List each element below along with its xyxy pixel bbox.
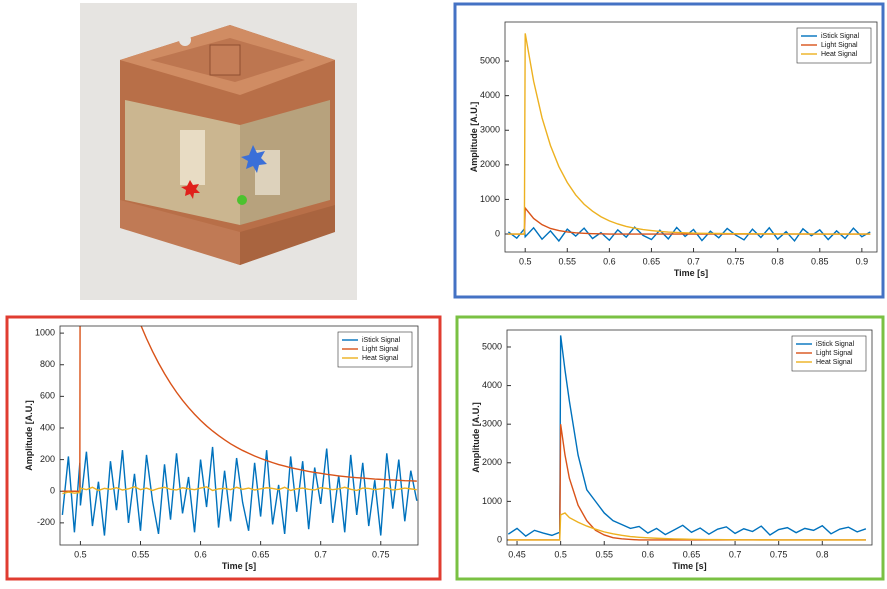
- x-tick-label: 0.8: [816, 549, 829, 559]
- legend-label: Heat Signal: [821, 51, 858, 58]
- y-tick-label: 1000: [35, 327, 55, 337]
- y-tick-label: 5000: [482, 341, 502, 351]
- legend-label: iStick Signal: [362, 337, 401, 344]
- legend-label: Light Signal: [362, 346, 399, 353]
- series-line: [508, 512, 866, 541]
- y-axis-label: Amplitude [A.U.]: [24, 400, 34, 471]
- series-line: [62, 486, 417, 495]
- x-tick-label: 0.75: [727, 256, 745, 266]
- y-tick-label: 5000: [480, 55, 500, 65]
- y-tick-label: 400: [40, 422, 55, 432]
- series-line: [507, 335, 867, 538]
- y-tick-label: 0: [497, 534, 502, 544]
- x-tick-label: 0.65: [683, 549, 701, 559]
- x-tick-label: 0.85: [811, 256, 829, 266]
- x-tick-label: 0.5: [554, 549, 567, 559]
- legend-label: iStick Signal: [816, 341, 855, 348]
- y-tick-label: 0: [50, 486, 55, 496]
- legend-label: Light Signal: [816, 350, 853, 357]
- x-tick-label: 0.5: [74, 549, 87, 559]
- plot-box: [504, 21, 878, 253]
- x-tick-label: 0.5: [519, 256, 532, 266]
- y-tick-label: 800: [40, 359, 55, 369]
- x-tick-label: 0.55: [132, 549, 150, 559]
- x-tick-label: 0.55: [595, 549, 613, 559]
- y-tick-label: 2000: [480, 159, 500, 169]
- x-axis-label: Time [s]: [674, 268, 708, 278]
- y-tick-label: 3000: [482, 419, 502, 429]
- x-axis-label: Time [s]: [672, 561, 706, 571]
- x-tick-label: 0.6: [194, 549, 207, 559]
- y-tick-label: 1000: [482, 496, 502, 506]
- x-tick-label: 0.7: [687, 256, 700, 266]
- y-tick-label: 3000: [480, 125, 500, 135]
- plot-box: [506, 329, 873, 546]
- legend-label: Light Signal: [821, 42, 858, 49]
- y-tick-label: 2000: [482, 457, 502, 467]
- x-tick-label: 0.8: [771, 256, 784, 266]
- x-tick-label: 0.45: [508, 549, 526, 559]
- x-tick-label: 0.65: [252, 549, 270, 559]
- y-tick-label: 200: [40, 454, 55, 464]
- x-axis-label: Time [s]: [222, 561, 256, 571]
- x-tick-label: 0.7: [729, 549, 742, 559]
- y-tick-label: 4000: [480, 90, 500, 100]
- y-tick-label: 4000: [482, 380, 502, 390]
- legend-label: Heat Signal: [362, 355, 399, 362]
- series-line: [62, 326, 417, 492]
- y-tick-label: 0: [495, 228, 500, 238]
- y-axis-label: Amplitude [A.U.]: [471, 402, 481, 473]
- chart: 0 1000 2000 3000 4000 5000 0.45 0.5 0.55 0.6 0.65 0…: [455, 315, 885, 581]
- legend-label: Heat Signal: [816, 359, 853, 366]
- x-tick-label: 0.6: [603, 256, 616, 266]
- chart: -200 0 200 400 600 800 1000 0.5 0.55 0.6 0.65 0.7 0.…: [5, 315, 442, 581]
- y-tick-label: 600: [40, 391, 55, 401]
- x-tick-label: 0.65: [643, 256, 661, 266]
- chart: 0 1000 2000 3000 4000 5000 0.5 0.55 0.6 0.65 0.7 0.…: [453, 2, 885, 299]
- series-line: [508, 33, 871, 235]
- y-axis-label: Amplitude [A.U.]: [469, 102, 479, 173]
- x-tick-label: 0.9: [856, 256, 869, 266]
- x-tick-label: 0.6: [642, 549, 655, 559]
- legend-label: iStick Signal: [821, 33, 860, 40]
- photo: [80, 3, 357, 300]
- x-tick-label: 0.7: [314, 549, 327, 559]
- y-tick-label: 1000: [480, 194, 500, 204]
- x-tick-label: 0.75: [770, 549, 788, 559]
- plot-box: [59, 325, 419, 546]
- x-tick-label: 0.75: [372, 549, 390, 559]
- x-tick-label: 0.55: [559, 256, 577, 266]
- y-tick-label: -200: [37, 517, 55, 527]
- series-line: [61, 446, 418, 536]
